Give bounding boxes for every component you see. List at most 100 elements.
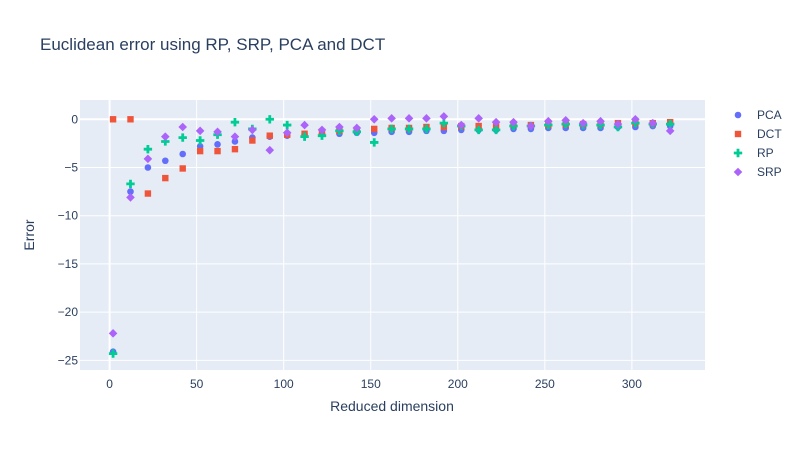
pca-point bbox=[231, 138, 239, 145]
dct-point bbox=[231, 145, 239, 153]
legend-marker bbox=[734, 111, 742, 119]
dct-point bbox=[179, 165, 186, 172]
legend-item-pca[interactable]: PCA bbox=[734, 108, 782, 122]
legend-label: SRP bbox=[757, 165, 782, 179]
srp-point bbox=[613, 119, 623, 129]
rp-point bbox=[404, 124, 414, 134]
dct-point bbox=[109, 116, 117, 123]
pca-point bbox=[179, 150, 187, 158]
plot-area bbox=[80, 100, 705, 370]
rp-point bbox=[143, 144, 153, 154]
pca-point bbox=[214, 141, 221, 148]
rp-point bbox=[282, 120, 292, 130]
rp-point bbox=[161, 137, 170, 146]
rp-point bbox=[370, 138, 379, 147]
rp-point bbox=[387, 124, 396, 134]
srp-point bbox=[474, 114, 483, 123]
srp-point bbox=[352, 123, 362, 133]
rp-point bbox=[265, 115, 274, 124]
srp-point bbox=[195, 126, 205, 136]
pca-point bbox=[162, 157, 169, 165]
series-srp bbox=[108, 112, 675, 338]
x-tick-label: 0 bbox=[106, 377, 113, 391]
srp-point bbox=[265, 145, 275, 155]
y-tick-label: −25 bbox=[58, 353, 79, 367]
rp-point bbox=[317, 131, 327, 140]
rp-point bbox=[665, 119, 675, 129]
dct-point bbox=[196, 147, 204, 155]
srp-point bbox=[126, 193, 135, 202]
srp-point bbox=[161, 132, 170, 141]
rp-point bbox=[230, 117, 240, 127]
rp-point bbox=[195, 136, 205, 145]
x-tick-label: 200 bbox=[448, 377, 468, 391]
y-tick-label: −15 bbox=[58, 257, 79, 271]
srp-point bbox=[561, 115, 571, 125]
rp-point bbox=[300, 132, 309, 141]
x-tick-label: 100 bbox=[274, 377, 294, 391]
legend-marker bbox=[733, 167, 743, 177]
rp-point bbox=[422, 124, 431, 134]
y-tick-label: 0 bbox=[71, 112, 78, 126]
dct-point bbox=[371, 125, 378, 133]
rp-point bbox=[126, 179, 135, 189]
srp-point bbox=[387, 114, 396, 123]
rp-point bbox=[474, 125, 483, 135]
grid bbox=[80, 100, 705, 370]
y-tick-label: −10 bbox=[58, 209, 79, 223]
y-tick-label: −20 bbox=[58, 305, 79, 319]
srp-point bbox=[422, 114, 431, 123]
legend-item-rp[interactable]: RP bbox=[733, 146, 774, 160]
y-tick-label: −5 bbox=[64, 161, 78, 175]
x-tick-label: 250 bbox=[535, 377, 555, 391]
srp-point bbox=[596, 116, 605, 126]
pca-point bbox=[127, 188, 134, 195]
srp-point bbox=[665, 126, 675, 136]
data-points bbox=[108, 112, 675, 358]
rp-point bbox=[491, 125, 501, 135]
legend-item-srp[interactable]: SRP bbox=[733, 165, 782, 179]
srp-point bbox=[439, 112, 449, 121]
dct-point bbox=[249, 137, 256, 144]
tick-labels: 0 50 100 150 200 250 300 0 −5 −10 −15 −20 −25 bbox=[58, 112, 643, 391]
srp-point bbox=[178, 122, 188, 132]
legend-marker bbox=[734, 130, 742, 138]
srp-point bbox=[544, 116, 553, 126]
x-tick-label: 150 bbox=[361, 377, 381, 391]
chart-title: Euclidean error using RP, SRP, PCA and D… bbox=[40, 35, 385, 54]
rp-point bbox=[439, 118, 449, 128]
srp-point bbox=[526, 121, 536, 131]
srp-point bbox=[578, 118, 588, 128]
srp-point bbox=[648, 118, 658, 128]
srp-point bbox=[456, 120, 466, 130]
dct-point bbox=[144, 190, 152, 197]
srp-point bbox=[282, 128, 292, 138]
dct-point bbox=[266, 132, 273, 139]
legend[interactable]: PCA DCT RP SRP bbox=[733, 108, 783, 179]
srp-point bbox=[404, 114, 414, 123]
srp-point bbox=[230, 132, 240, 141]
legend-marker bbox=[733, 148, 743, 158]
srp-point bbox=[248, 125, 257, 135]
srp-point bbox=[213, 127, 222, 137]
dct-point bbox=[214, 147, 221, 155]
rp-point bbox=[108, 349, 118, 358]
x-tick-label: 300 bbox=[622, 377, 642, 391]
srp-point bbox=[631, 114, 640, 124]
srp-point bbox=[335, 122, 344, 132]
legend-item-dct[interactable]: DCT bbox=[734, 127, 783, 141]
srp-point bbox=[509, 117, 518, 127]
legend-label: PCA bbox=[757, 108, 782, 122]
dct-point bbox=[162, 174, 169, 182]
srp-point bbox=[143, 154, 153, 164]
dct-point bbox=[127, 116, 134, 123]
pca-point bbox=[144, 164, 152, 171]
srp-point bbox=[300, 120, 309, 130]
srp-point bbox=[369, 114, 379, 124]
legend-label: DCT bbox=[757, 127, 782, 141]
rp-point bbox=[178, 133, 187, 142]
srp-point bbox=[491, 117, 501, 127]
x-axis-label: Reduced dimension bbox=[330, 398, 454, 414]
srp-point bbox=[108, 329, 118, 338]
